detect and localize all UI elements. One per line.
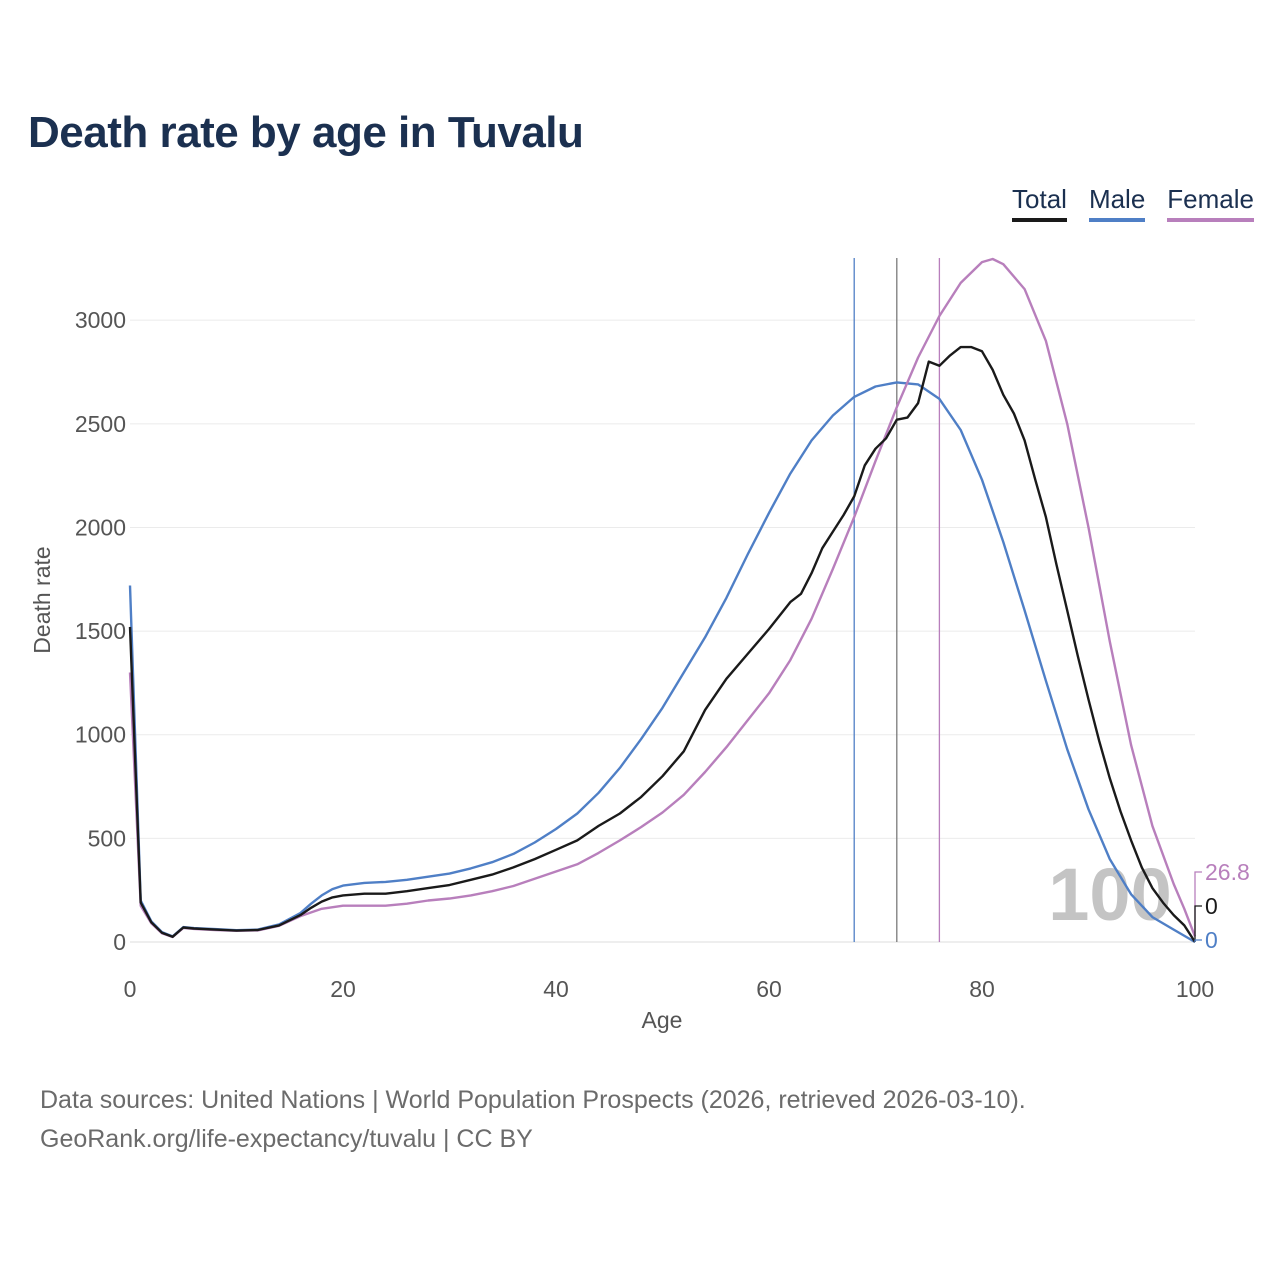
series-line-total[interactable]: [128, 345, 1197, 943]
end-connector-male: [1194, 939, 1202, 942]
legend-item-total[interactable]: Total: [1012, 184, 1067, 222]
x-axis-label: Age: [642, 1007, 683, 1033]
end-connector-total: [1194, 905, 1202, 942]
end-markers: 26.8 0 0: [1194, 859, 1250, 953]
hover-age-label: 100: [1048, 853, 1171, 936]
end-label-male: 0: [1205, 927, 1218, 953]
series-lines: [128, 257, 1197, 944]
y-axis-label: Death rate: [29, 546, 55, 653]
x-tick-label: 40: [543, 976, 569, 1002]
end-label-female: 26.8: [1205, 859, 1250, 885]
reference-lines: [853, 258, 941, 942]
x-tick-label: 60: [756, 976, 782, 1002]
footer-link[interactable]: GeoRank.org/life-expectancy/tuvalu | CC …: [40, 1125, 533, 1153]
chart-title: Death rate by age in Tuvalu: [28, 108, 584, 157]
y-tick-label: 1000: [75, 722, 126, 748]
legend-item-male[interactable]: Male: [1088, 184, 1146, 222]
y-tick-label: 2000: [75, 514, 126, 540]
series-line-male[interactable]: [128, 381, 1196, 944]
end-label-total: 0: [1205, 893, 1218, 919]
legend-item-female[interactable]: Female: [1167, 184, 1254, 222]
x-tick-label: 0: [124, 976, 137, 1002]
x-tick-label: 20: [330, 976, 356, 1002]
y-tick-label: 1500: [75, 618, 126, 644]
x-axis: 0 20 40 60 80 100: [124, 976, 1215, 1002]
y-axis: 0 500 1000 1500 2000 2500 3000: [75, 307, 126, 955]
y-tick-label: 0: [113, 929, 126, 955]
y-tick-label: 2500: [75, 411, 126, 437]
series-line-female[interactable]: [128, 257, 1197, 939]
grid: [130, 319, 1195, 943]
x-tick-label: 100: [1176, 976, 1214, 1002]
end-connector-female: [1194, 871, 1202, 937]
x-tick-label: 80: [969, 976, 995, 1002]
footer-source: Data sources: United Nations | World Pop…: [40, 1086, 1026, 1114]
y-tick-label: 3000: [75, 307, 126, 333]
legend: Total Male Female: [1012, 184, 1254, 222]
y-tick-label: 500: [88, 825, 126, 851]
